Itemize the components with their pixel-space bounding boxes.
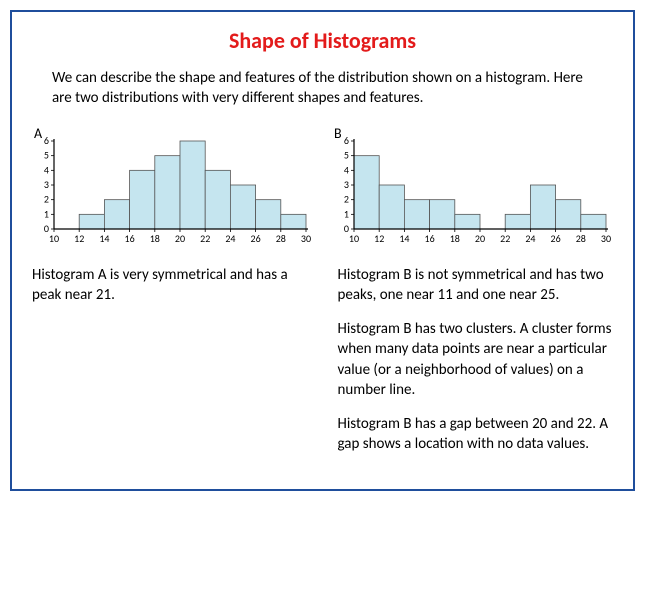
desc-b-p2: Histogram B has two clusters. A cluster …	[338, 319, 614, 400]
document-frame: Shape of Histograms We can describe the …	[10, 10, 635, 491]
svg-text:16: 16	[425, 232, 435, 245]
chart-a-corner-label: A	[34, 125, 42, 142]
svg-text:26: 26	[251, 232, 261, 245]
svg-text:14: 14	[99, 232, 109, 245]
svg-text:28: 28	[576, 232, 586, 245]
svg-text:24: 24	[525, 232, 535, 245]
svg-text:18: 18	[150, 232, 160, 245]
desc-a-p1: Histogram A is very symmetrical and has …	[32, 265, 308, 306]
svg-text:16: 16	[125, 232, 135, 245]
svg-text:28: 28	[276, 232, 286, 245]
desc-col-b: Histogram B is not symmetrical and has t…	[338, 265, 614, 469]
svg-text:18: 18	[450, 232, 460, 245]
svg-text:12: 12	[74, 232, 84, 245]
svg-text:26: 26	[551, 232, 561, 245]
chart-a-cell: A 01234561012141618202224262830	[32, 127, 312, 247]
desc-b-p1: Histogram B is not symmetrical and has t…	[338, 265, 614, 306]
svg-text:2: 2	[344, 192, 349, 205]
histogram-b: 01234561012141618202224262830	[332, 127, 612, 247]
charts-row: A 01234561012141618202224262830 B 012345…	[32, 127, 613, 247]
description-row: Histogram A is very symmetrical and has …	[32, 265, 613, 469]
histogram-a: 01234561012141618202224262830	[32, 127, 312, 247]
svg-text:3: 3	[44, 178, 49, 191]
chart-b-cell: B 01234561012141618202224262830	[332, 127, 612, 247]
svg-text:4: 4	[44, 163, 49, 176]
intro-text: We can describe the shape and features o…	[52, 68, 593, 109]
svg-text:14: 14	[399, 232, 409, 245]
svg-text:3: 3	[344, 178, 349, 191]
svg-text:1: 1	[344, 207, 349, 220]
svg-text:22: 22	[500, 232, 510, 245]
svg-text:6: 6	[344, 134, 349, 147]
svg-text:5: 5	[344, 148, 349, 161]
svg-text:30: 30	[301, 232, 311, 245]
svg-text:4: 4	[344, 163, 349, 176]
svg-text:12: 12	[374, 232, 384, 245]
svg-text:20: 20	[175, 232, 185, 245]
svg-text:6: 6	[44, 134, 49, 147]
svg-text:24: 24	[225, 232, 235, 245]
svg-text:22: 22	[200, 232, 210, 245]
svg-text:1: 1	[44, 207, 49, 220]
page-title: Shape of Histograms	[32, 27, 613, 54]
svg-text:2: 2	[44, 192, 49, 205]
svg-text:10: 10	[349, 232, 359, 245]
desc-col-a: Histogram A is very symmetrical and has …	[32, 265, 308, 469]
svg-text:10: 10	[49, 232, 59, 245]
svg-text:20: 20	[475, 232, 485, 245]
svg-text:5: 5	[44, 148, 49, 161]
svg-text:30: 30	[601, 232, 611, 245]
desc-b-p3: Histogram B has a gap between 20 and 22.…	[338, 414, 614, 455]
chart-b-corner-label: B	[334, 125, 342, 142]
